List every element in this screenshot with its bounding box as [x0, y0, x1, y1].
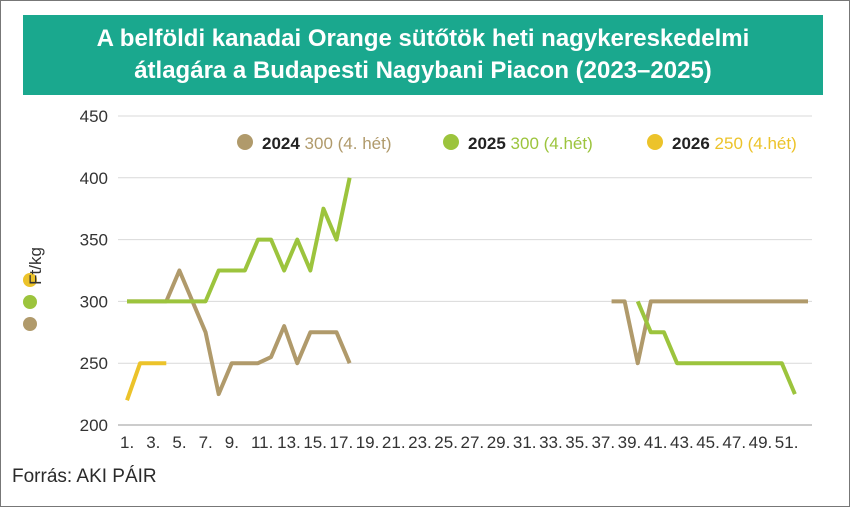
- legend-marker: [443, 134, 459, 150]
- x-tick-label: 21.: [382, 433, 406, 452]
- legend-marker: [647, 134, 663, 150]
- series-2026: [125, 361, 167, 401]
- legend-label: 2025 300 (4.hét): [468, 134, 593, 153]
- series-line-2024: [611, 299, 808, 366]
- y-tick-label: 200: [80, 416, 108, 435]
- legend-item-2025: 2025 300 (4.hét): [443, 134, 593, 153]
- side-marker-2026: [23, 273, 37, 287]
- x-tick-label: 9.: [225, 433, 239, 452]
- x-tick-label: 5.: [172, 433, 186, 452]
- x-tick-label: 19.: [356, 433, 380, 452]
- legend-item-2024: 2024 300 (4. hét): [237, 134, 392, 153]
- y-tick-labels: 200 250 300 350 400 450: [80, 107, 108, 435]
- x-tick-label: 11.: [251, 433, 273, 452]
- legend-marker: [237, 134, 253, 150]
- series-2024: [127, 268, 808, 397]
- chart-title: A belföldi kanadai Orange sütőtök heti n…: [23, 15, 823, 95]
- side-marker-2025: [23, 295, 37, 309]
- y-tick-label: 300: [80, 292, 108, 311]
- series-line-2026: [125, 361, 167, 401]
- legend: 2024 300 (4. hét) 2025 300 (4.hét) 2026 25…: [237, 134, 797, 153]
- y-tick-label: 450: [80, 107, 108, 126]
- legend-item-2026: 2026 250 (4.hét): [647, 134, 797, 153]
- x-tick-label: 43.: [670, 433, 694, 452]
- legend-label: 2024 300 (4. hét): [262, 134, 392, 153]
- source-note: Forrás: AKI PÁIR: [12, 466, 157, 487]
- x-tick-label: 25.: [434, 433, 458, 452]
- side-color-markers: [23, 273, 37, 331]
- x-tick-label: 7.: [199, 433, 213, 452]
- y-axis-label: Ft/kg: [26, 247, 45, 285]
- x-tick-label: 37.: [591, 433, 615, 452]
- side-marker-2024: [23, 317, 37, 331]
- x-tick-label: 33.: [539, 433, 563, 452]
- chart-title-line-2: átlagára a Budapesti Nagybani Piacon (20…: [134, 57, 712, 84]
- x-tick-label: 41.: [644, 433, 668, 452]
- x-tick-labels: 1. 3. 5. 7. 9. 11. 13. 15. 17. 19. 21. 23. 25. 27. 29.…: [120, 433, 798, 452]
- y-tick-label: 250: [80, 354, 108, 373]
- x-tick-label: 31.: [513, 433, 537, 452]
- x-tick-label: 45.: [696, 433, 720, 452]
- x-tick-label: 51.: [775, 433, 799, 452]
- x-tick-label: 13.: [277, 433, 301, 452]
- series-lines: [125, 177, 808, 401]
- x-tick-label: 27.: [461, 433, 485, 452]
- y-tick-label: 400: [80, 169, 108, 188]
- x-tick-label: 15.: [303, 433, 327, 452]
- series-line-2024: [127, 268, 352, 397]
- x-tick-label: 39.: [618, 433, 642, 452]
- x-tick-label: 1.: [120, 433, 134, 452]
- x-tick-label: 47.: [722, 433, 746, 452]
- x-tick-label: 29.: [487, 433, 511, 452]
- chart-title-line-1: A belföldi kanadai Orange sütőtök heti n…: [96, 25, 750, 52]
- y-tick-label: 350: [80, 231, 108, 250]
- x-tick-label: 49.: [749, 433, 773, 452]
- x-tick-label: 23.: [408, 433, 432, 452]
- series-line-2025: [127, 177, 352, 304]
- series-2025: [127, 177, 797, 395]
- x-tick-label: 17.: [330, 433, 354, 452]
- x-tick-label: 3.: [146, 433, 160, 452]
- x-tick-label: 35.: [565, 433, 589, 452]
- legend-label: 2026 250 (4.hét): [672, 134, 797, 153]
- series-line-2025: [635, 300, 797, 395]
